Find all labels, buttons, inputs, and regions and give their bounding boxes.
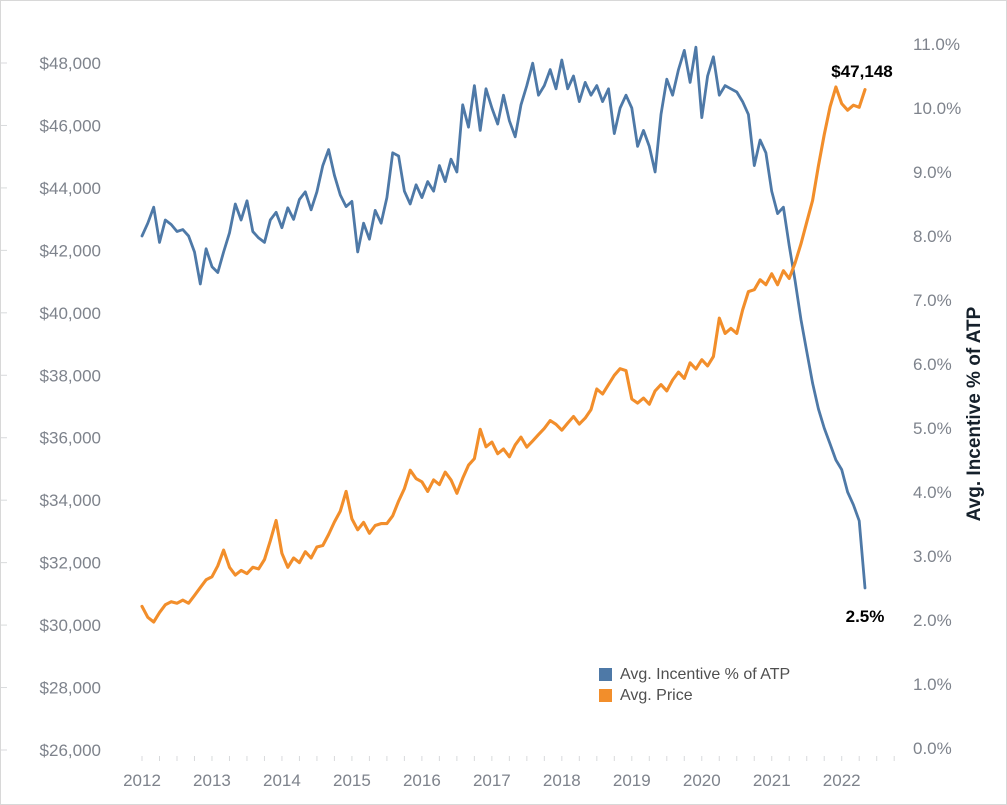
left-axis-tick-label: $34,000 [40, 491, 101, 510]
left-axis-tick-label: $48,000 [40, 54, 101, 73]
x-axis-year-label: 2017 [473, 771, 511, 790]
avg-incentive-line[interactable] [140, 45, 867, 590]
x-axis-year-label: 2020 [683, 771, 721, 790]
avg-price-line[interactable] [140, 85, 867, 624]
price-legend-label: Avg. Price [620, 686, 693, 704]
left-axis-tick-label: $46,000 [40, 116, 101, 135]
price-end-annotation: $47,148 [831, 62, 893, 81]
left-axis-tick-label: $30,000 [40, 616, 101, 635]
right-axis-title: Avg. Incentive % of ATP [964, 306, 985, 522]
legend-item-price[interactable]: Avg. Price [599, 685, 790, 706]
right-axis-tick-label: 6.0% [913, 355, 952, 374]
price-legend-chip [599, 689, 612, 702]
right-axis-tick-label: 3.0% [913, 547, 952, 566]
incentive-end-annotation: 2.5% [845, 607, 885, 626]
left-axis-tick-label: $36,000 [40, 429, 101, 448]
right-axis-tick-label: 11.0% [913, 35, 960, 54]
x-axis-year-label: 2022 [823, 771, 861, 790]
x-axis-year-label: 2015 [333, 771, 371, 790]
right-axis-tick-label: 1.0% [913, 675, 952, 694]
right-axis-tick-label: 10.0% [913, 99, 961, 118]
legend: Avg. Incentive % of ATP Avg. Price [599, 664, 790, 706]
left-axis-tick-label: $40,000 [40, 304, 101, 323]
left-axis-tick-label: $38,000 [40, 366, 101, 385]
left-axis-tick-label: $26,000 [40, 741, 101, 760]
legend-item-incentive[interactable]: Avg. Incentive % of ATP [599, 664, 790, 685]
x-axis-year-label: 2019 [613, 771, 651, 790]
x-axis-year-label: 2021 [753, 771, 791, 790]
x-axis-year-label: 2016 [403, 771, 441, 790]
right-axis-tick-label: 4.0% [913, 483, 952, 502]
x-axis-year-label: 2014 [263, 771, 301, 790]
right-axis-tick-label: 0.0% [913, 739, 952, 758]
left-axis-tick-label: $44,000 [40, 179, 101, 198]
right-axis-tick-label: 7.0% [913, 291, 952, 310]
left-axis-tick-label: $42,000 [40, 241, 101, 260]
right-axis-tick-label: 8.0% [913, 227, 952, 246]
incentive-legend-chip [599, 668, 612, 681]
left-axis-tick-label: $28,000 [40, 679, 101, 698]
right-axis-tick-label: 9.0% [913, 163, 952, 182]
left-axis-tick-label: $32,000 [40, 554, 101, 573]
x-axis-year-label: 2012 [123, 771, 161, 790]
x-axis-year-label: 2013 [193, 771, 231, 790]
right-axis-tick-label: 2.0% [913, 611, 952, 630]
right-axis-tick-label: 5.0% [913, 419, 952, 438]
incentive-legend-label: Avg. Incentive % of ATP [620, 665, 791, 683]
x-axis-year-label: 2018 [543, 771, 581, 790]
